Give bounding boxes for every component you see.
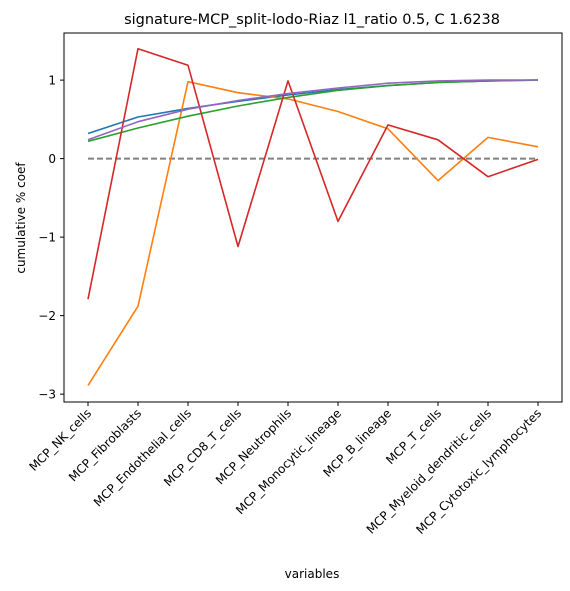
y-axis: −3 −2 −1 0 1 [38,74,64,402]
series-line-5 [87,79,538,141]
y-tick-label: −1 [38,231,56,245]
series-line-2 [87,80,539,386]
y-tick-label: −3 [38,388,56,402]
y-tick-label: −2 [38,309,56,323]
plot-lines [87,47,539,386]
y-axis-label: cumulative % coef [14,162,28,274]
x-axis-label: variables [285,567,340,581]
x-axis: MCP_NK_cellsMCP_FibroblastsMCP_Endotheli… [26,402,544,537]
x-tick-label: MCP_Endothelial_cells [91,406,194,509]
series-line-3 [87,79,539,143]
plot-frame [63,32,563,403]
chart-title: signature-MCP_split-lodo-Riaz l1_ratio 0… [124,12,500,28]
y-tick-label: 1 [48,74,56,88]
y-tick-label: 0 [48,152,56,166]
series-line-1 [87,79,539,135]
series-line-4 [87,47,539,300]
